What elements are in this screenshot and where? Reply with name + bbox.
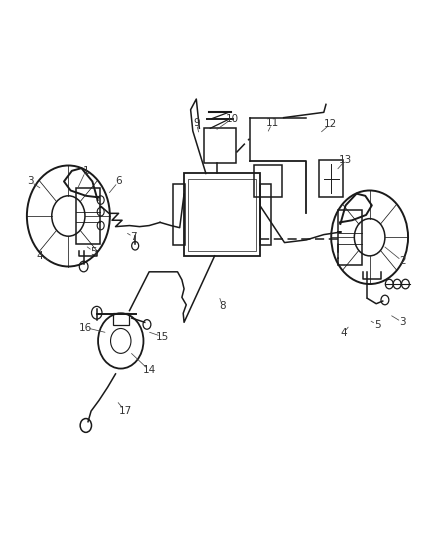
Text: 7: 7 — [131, 232, 137, 243]
Text: 4: 4 — [37, 251, 43, 261]
Text: 3: 3 — [399, 317, 406, 327]
Text: 5: 5 — [90, 247, 97, 256]
Text: 16: 16 — [79, 322, 92, 333]
Text: 1: 1 — [82, 166, 89, 176]
Text: 6: 6 — [115, 176, 122, 187]
Text: 9: 9 — [193, 118, 200, 128]
Text: 8: 8 — [219, 301, 226, 311]
Text: 2: 2 — [399, 256, 406, 266]
Text: 14: 14 — [142, 365, 156, 375]
Text: 5: 5 — [374, 320, 380, 330]
Text: 15: 15 — [155, 332, 169, 342]
Text: 3: 3 — [27, 176, 34, 187]
Text: 13: 13 — [339, 155, 352, 165]
Text: 17: 17 — [119, 406, 132, 416]
Text: 10: 10 — [226, 114, 239, 124]
Text: 4: 4 — [340, 328, 347, 338]
Text: 11: 11 — [265, 118, 279, 128]
Text: 12: 12 — [324, 119, 337, 129]
